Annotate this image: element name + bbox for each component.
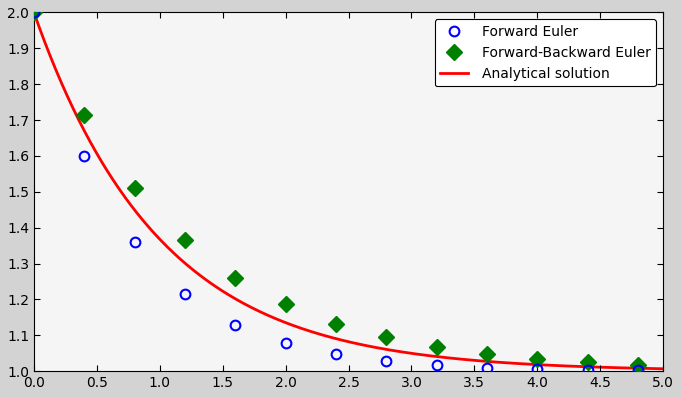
Analytical solution <box>525 362 533 366</box>
Line: Forward-Backward Euler: Forward-Backward Euler <box>29 7 681 372</box>
Forward Euler <box>332 352 340 357</box>
Forward-Backward Euler <box>30 10 38 15</box>
Forward-Backward Euler <box>382 335 390 339</box>
Forward Euler <box>30 10 38 15</box>
Analytical solution <box>641 366 649 371</box>
Forward Euler <box>382 359 390 364</box>
Analytical solution <box>319 333 328 337</box>
Forward-Backward Euler <box>181 238 189 243</box>
Analytical solution <box>640 366 648 371</box>
Forward-Backward Euler <box>483 351 491 356</box>
Forward Euler <box>634 368 642 373</box>
Forward Euler <box>584 368 592 372</box>
Forward-Backward Euler <box>231 276 239 280</box>
Forward Euler <box>181 291 189 296</box>
Forward-Backward Euler <box>332 321 340 326</box>
Forward Euler <box>131 240 139 245</box>
Analytical solution <box>659 366 667 371</box>
Forward-Backward Euler <box>131 186 139 191</box>
Forward Euler <box>281 341 289 346</box>
Analytical solution <box>62 91 70 96</box>
Forward Euler <box>432 363 441 368</box>
Forward-Backward Euler <box>281 302 289 307</box>
Forward Euler <box>231 322 239 327</box>
Forward-Backward Euler <box>584 360 592 365</box>
Analytical solution <box>30 10 38 15</box>
Legend: Forward Euler, Forward-Backward Euler, Analytical solution: Forward Euler, Forward-Backward Euler, A… <box>434 19 656 87</box>
Forward Euler <box>80 154 89 158</box>
Forward-Backward Euler <box>432 345 441 349</box>
Line: Forward Euler: Forward Euler <box>29 8 681 376</box>
Forward-Backward Euler <box>533 357 541 361</box>
Forward-Backward Euler <box>80 113 89 118</box>
Forward Euler <box>533 367 541 372</box>
Analytical solution <box>336 337 344 342</box>
Forward Euler <box>483 365 491 370</box>
Forward-Backward Euler <box>634 362 642 367</box>
Line: Analytical solution: Analytical solution <box>34 12 663 369</box>
